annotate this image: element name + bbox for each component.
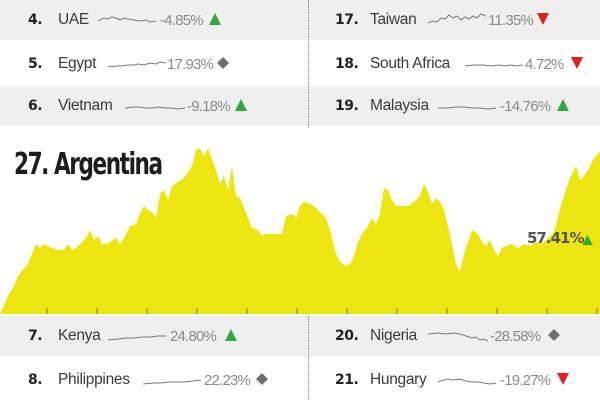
- country-name: Nigeria: [370, 327, 418, 344]
- sparkline: [108, 61, 166, 68]
- table-row: 7. Kenya 24.80%: [0, 316, 300, 356]
- diamond-icon: [548, 329, 560, 341]
- country-name: Malaysia: [370, 97, 429, 114]
- country-name: South Africa: [370, 55, 450, 72]
- sparkline: [98, 16, 156, 23]
- change-value: 17.93%: [167, 55, 214, 73]
- chart-change-value: 57.41%: [527, 229, 584, 247]
- triangle-down-icon: [537, 13, 549, 25]
- change-value: 11.35%: [488, 11, 534, 29]
- triangle-up-icon: [235, 99, 247, 111]
- column-divider: [308, 316, 309, 400]
- rank: 8.: [28, 372, 43, 388]
- change-value: -28.58%: [490, 327, 541, 345]
- triangle-down-icon: [571, 57, 583, 69]
- table-row: 20. Nigeria -28.58%: [300, 316, 600, 356]
- country-name: UAE: [58, 11, 89, 28]
- rank: 6.: [28, 98, 43, 114]
- triangle-up-icon: [557, 99, 569, 111]
- change-value: -9.18%: [187, 97, 231, 115]
- triangle-up-icon: [225, 329, 237, 341]
- x-axis-ticks: [46, 308, 598, 314]
- diamond-icon: [256, 373, 268, 385]
- column-divider: [308, 0, 309, 128]
- sparkline: [108, 335, 166, 341]
- sparkline: [125, 106, 185, 110]
- rank: 20.: [335, 328, 359, 344]
- sparkline: [438, 106, 496, 110]
- rank: 19.: [335, 98, 359, 114]
- table-row: 6. Vietnam -9.18%: [0, 86, 300, 126]
- rank: 5.: [28, 56, 43, 72]
- country-name: Egypt: [58, 55, 97, 72]
- sparkline: [465, 64, 523, 67]
- triangle-down-icon: [557, 373, 569, 385]
- country-name: Taiwan: [370, 11, 417, 28]
- rank: 17.: [335, 12, 359, 28]
- sparkline: [428, 332, 488, 342]
- change-value: 24.80%: [170, 327, 217, 345]
- rank: 4.: [28, 12, 43, 28]
- country-name: Vietnam: [58, 97, 113, 114]
- country-name: Hungary: [370, 371, 427, 388]
- change-value: 4.72%: [525, 55, 564, 73]
- triangle-up-icon: [209, 13, 221, 25]
- table-row: 4. UAE -4.85%: [0, 0, 300, 40]
- table-row: 8. Philippines 22.23%: [0, 360, 300, 400]
- sparkline: [143, 379, 201, 385]
- table-row: 5. Egypt 17.93%: [0, 44, 300, 84]
- argentina-area-chart: [0, 148, 600, 314]
- table-row: 21. Hungary -19.27%: [300, 360, 600, 400]
- change-value: -19.27%: [500, 371, 551, 389]
- sparkline: [438, 378, 496, 385]
- rank: 7.: [28, 328, 43, 344]
- table-row: 18. South Africa 4.72%: [300, 44, 600, 84]
- country-name: Philippines: [58, 371, 130, 388]
- change-value: 22.23%: [204, 371, 251, 389]
- change-value: -4.85%: [160, 11, 204, 29]
- change-value: -14.76%: [500, 97, 551, 115]
- rank: 21.: [335, 372, 359, 388]
- rank: 18.: [335, 56, 359, 72]
- chart-title: 27. Argentina: [14, 147, 163, 182]
- sparkline: [428, 13, 486, 24]
- diamond-icon: [217, 57, 229, 69]
- country-name: Kenya: [58, 327, 101, 344]
- table-row: 19. Malaysia -14.76%: [300, 86, 600, 126]
- table-row: 17. Taiwan 11.35%: [300, 0, 600, 40]
- triangle-up-icon: [582, 234, 593, 246]
